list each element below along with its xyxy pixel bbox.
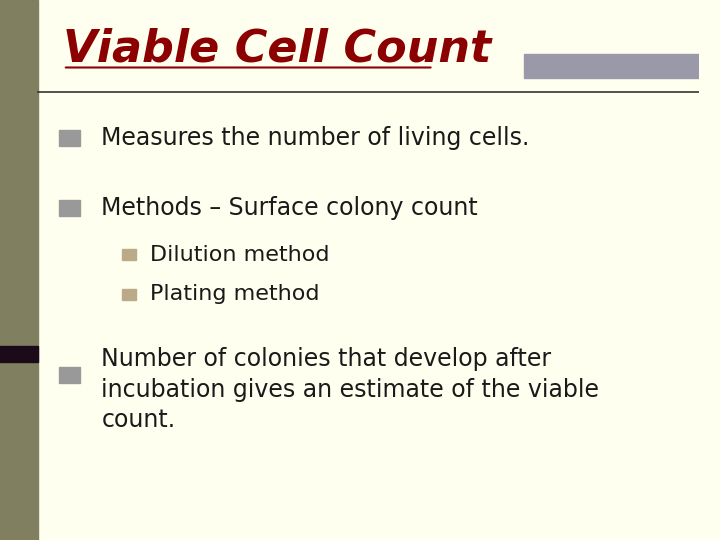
Text: Methods – Surface colony count: Methods – Surface colony count xyxy=(102,196,478,220)
Text: count.: count. xyxy=(102,408,176,432)
Bar xyxy=(0,0,38,540)
Text: Viable Cell Count: Viable Cell Count xyxy=(63,27,491,70)
Text: Plating method: Plating method xyxy=(150,284,320,305)
Text: Number of colonies that develop after: Number of colonies that develop after xyxy=(102,347,552,371)
Text: incubation gives an estimate of the viable: incubation gives an estimate of the viab… xyxy=(102,378,599,402)
Bar xyxy=(122,249,136,260)
Bar xyxy=(60,200,81,216)
Bar xyxy=(60,367,81,383)
Bar xyxy=(122,289,136,300)
Bar xyxy=(524,54,699,78)
Bar xyxy=(60,130,81,146)
Text: Measures the number of living cells.: Measures the number of living cells. xyxy=(102,126,530,150)
Text: Dilution method: Dilution method xyxy=(150,245,330,265)
Bar xyxy=(0,346,38,362)
